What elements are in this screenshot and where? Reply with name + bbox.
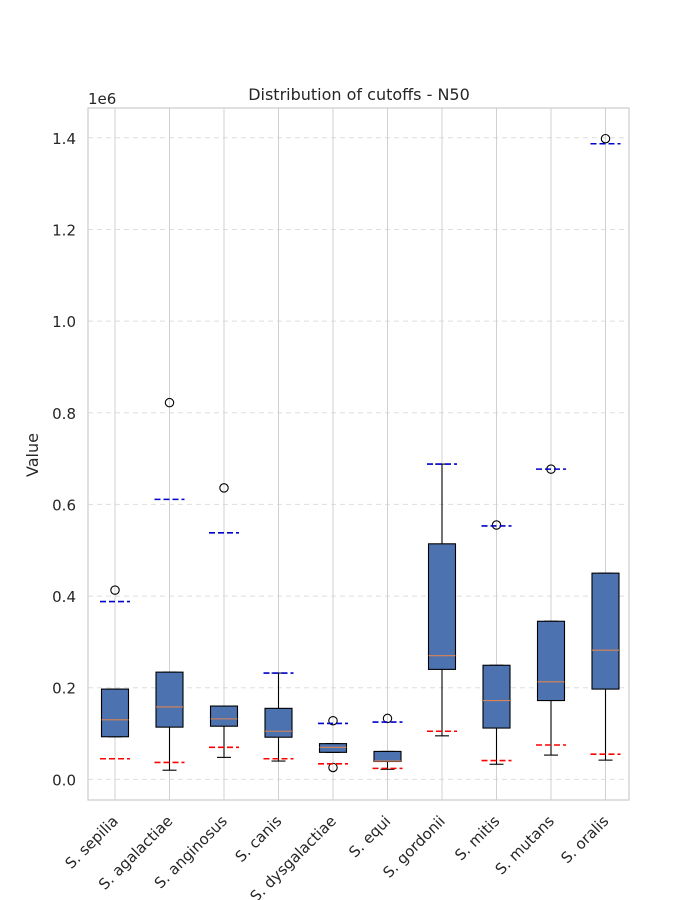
outlier-point: [110, 585, 120, 595]
outlier-point: [328, 715, 338, 726]
grid-layer: [88, 108, 629, 800]
outlier-point: [164, 397, 175, 408]
box-group: [100, 585, 130, 760]
box: [482, 664, 511, 729]
outlier-point: [491, 520, 502, 530]
box-group: [427, 463, 457, 737]
y-tick-label: 0.4: [52, 588, 76, 606]
x-tick-label: S. mitis: [451, 812, 503, 864]
x-tick-label: S. canis: [232, 812, 286, 866]
y-tick-label: 1.4: [52, 130, 76, 148]
box: [536, 620, 566, 702]
plot-frame: [87, 107, 630, 801]
box-group: [481, 520, 512, 765]
marks-layer: [100, 133, 621, 773]
box: [155, 671, 184, 728]
y-tick-labels: 0.0 0.2 0.4 0.6 0.8 1.0 1.2 1.4: [52, 130, 76, 790]
x-tick-label: S. mutans: [492, 812, 558, 878]
y-tick-label: 1.0: [52, 313, 76, 331]
y-offset-label: 1e6: [88, 90, 116, 108]
chart-title: Distribution of cutoffs - N50: [248, 85, 470, 104]
box: [209, 705, 239, 727]
y-axis-label: Value: [23, 433, 42, 477]
box-group: [536, 464, 566, 756]
box: [427, 543, 457, 670]
box-group: [318, 715, 348, 773]
x-tick-label: S. equi: [345, 812, 394, 861]
outlier-point: [600, 133, 611, 144]
x-tick-label: S. oralis: [557, 812, 612, 867]
box-group: [209, 483, 239, 758]
box: [264, 707, 293, 738]
y-tick-label: 0.6: [52, 496, 76, 514]
outlier-point: [219, 483, 229, 493]
y-tick-label: 0.2: [52, 680, 76, 698]
box: [591, 572, 620, 690]
box-group: [590, 133, 621, 761]
box-group: [263, 672, 294, 762]
box-group: [372, 713, 403, 770]
y-tick-label: 1.2: [52, 221, 76, 239]
box-group: [154, 397, 185, 771]
box: [318, 743, 348, 753]
y-tick-label: 0.0: [52, 771, 76, 789]
box: [100, 688, 130, 738]
box: [373, 750, 402, 763]
y-tick-label: 0.8: [52, 405, 76, 423]
